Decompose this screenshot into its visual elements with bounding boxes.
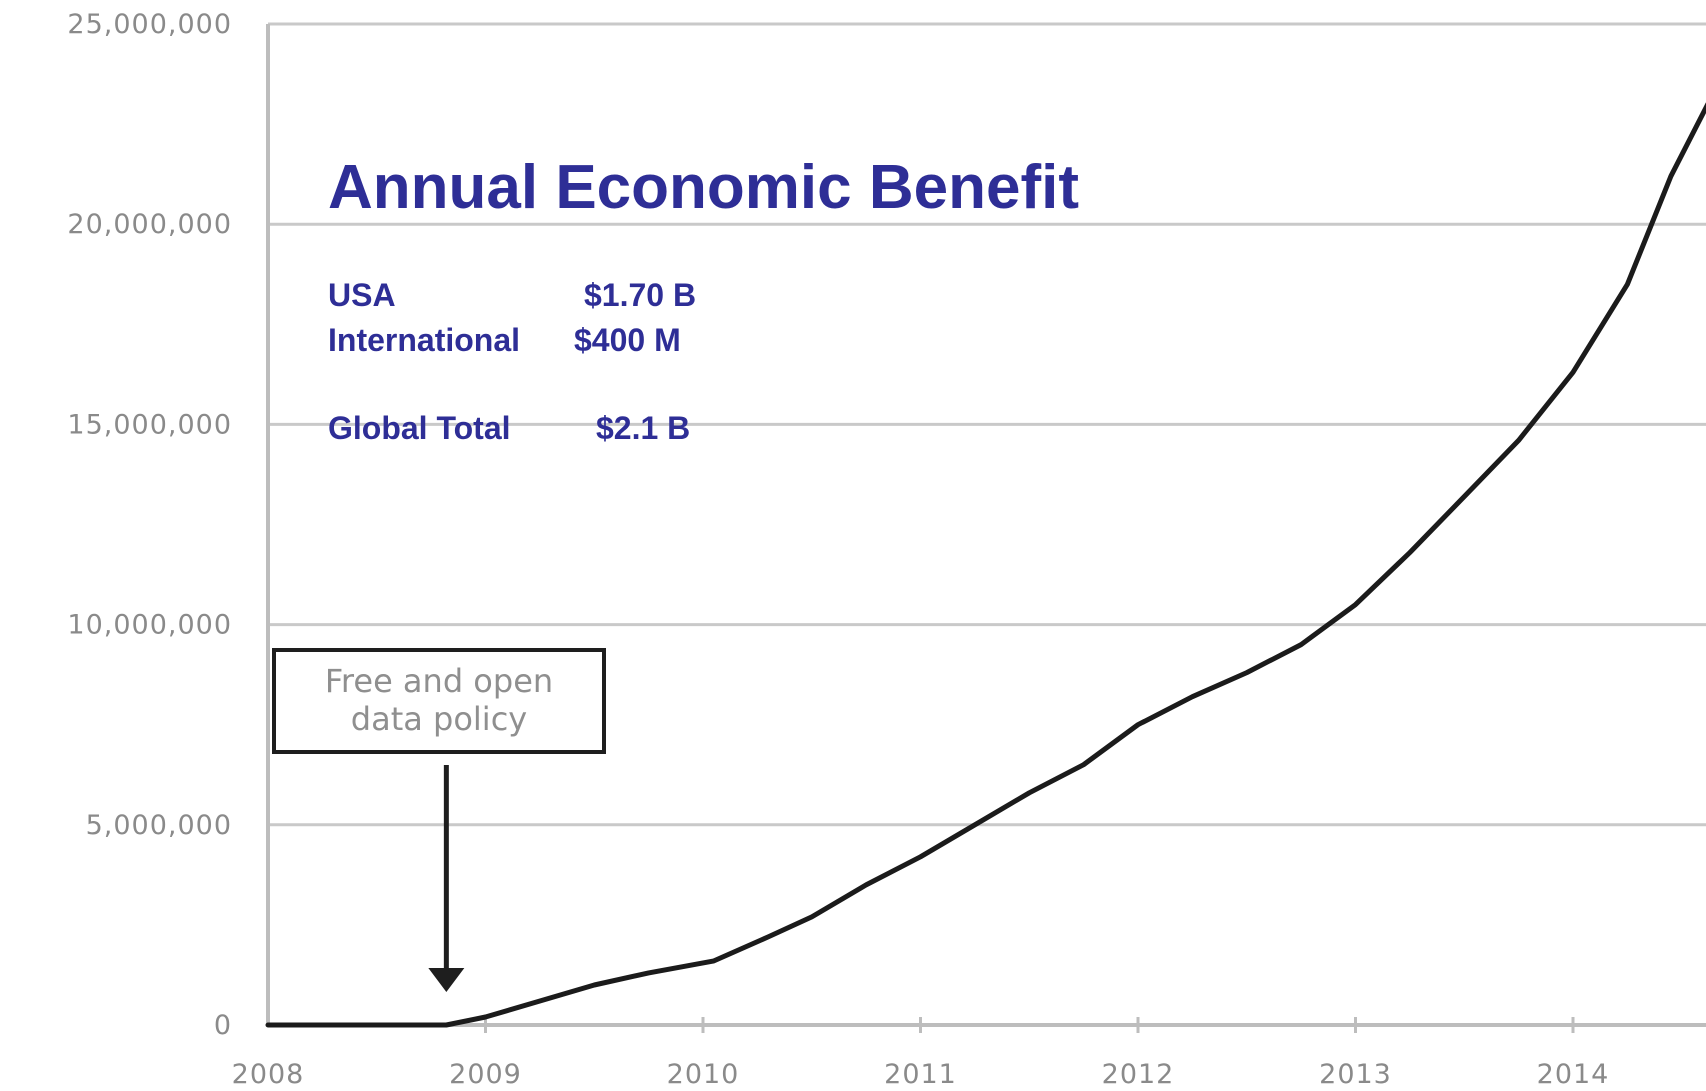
annotation-box <box>272 648 606 754</box>
overlay-title: Annual Economic Benefit <box>328 153 1079 222</box>
overlay-global-total-label: Global Total <box>328 410 511 446</box>
overlay-international-label: International <box>328 322 520 358</box>
annotation: Free and open data policy <box>272 648 606 992</box>
x-tick-label: 2010 <box>667 1059 740 1090</box>
annotation-line-1: Free and open <box>325 662 553 700</box>
y-tick-label: 20,000,000 <box>67 209 232 240</box>
y-tick-label: 15,000,000 <box>67 409 232 440</box>
x-tick-label: 2012 <box>1102 1059 1175 1090</box>
y-tick-label: 10,000,000 <box>67 610 232 641</box>
x-tick-label: 2008 <box>232 1059 305 1090</box>
series-line-0 <box>265 102 1706 1028</box>
x-tick-label: 2009 <box>449 1059 522 1090</box>
annotation-line-2: data policy <box>351 700 527 738</box>
grid-layer <box>266 22 1706 1033</box>
annotation-arrow-head <box>428 968 465 992</box>
x-tick-label: 2013 <box>1319 1059 1392 1090</box>
overlay-international-value: $400 M <box>574 322 681 358</box>
y-tick-label: 5,000,000 <box>86 810 232 841</box>
overlay-usa-label: USA <box>328 277 396 313</box>
overlay-global-total-value: $2.1 B <box>596 410 690 446</box>
y-tick-label: 25,000,000 <box>67 9 232 40</box>
overlay-text: Annual Economic Benefit USA $1.70 B Inte… <box>328 153 1079 446</box>
y-tick-label: 0 <box>214 1010 232 1041</box>
tick-labels: 0 5,000,000 10,000,000 15,000,000 20,000,000… <box>67 9 1610 1090</box>
series-layer <box>265 102 1706 1028</box>
x-tick-label: 2014 <box>1537 1059 1610 1090</box>
overlay-usa-value: $1.70 B <box>584 277 696 313</box>
x-tick-label: 2011 <box>884 1059 957 1090</box>
